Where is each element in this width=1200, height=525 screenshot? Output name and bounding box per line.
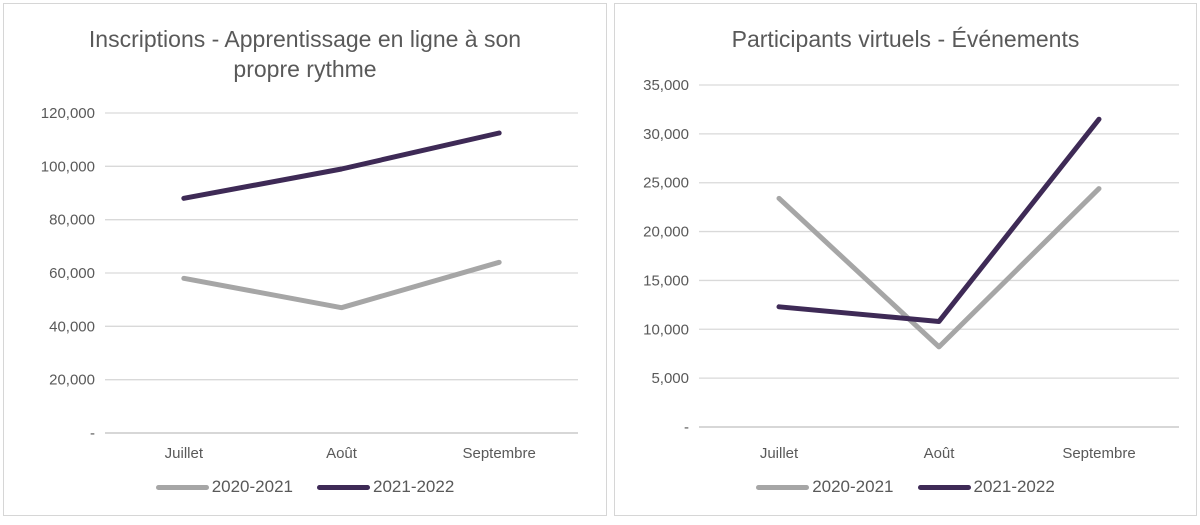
legend-label-2021-2022: 2021-2022 xyxy=(973,477,1055,496)
x-axis-label: Septembre xyxy=(462,445,535,462)
x-axis-label: Août xyxy=(924,445,956,462)
legend-item-2020-2021: 2020-2021 xyxy=(756,477,894,497)
y-tick-label: 100,000 xyxy=(41,158,95,175)
y-tick-label: 80,000 xyxy=(49,212,95,229)
x-axis-label: Juillet xyxy=(760,445,799,462)
y-tick-label: 20,000 xyxy=(49,372,95,389)
y-tick-label: 5,000 xyxy=(651,370,689,387)
virtual-participants-line-chart: 35,000 30,000 25,000 20,000 15,000 10,000 5,00… xyxy=(643,77,1179,462)
series-line-2021-2022 xyxy=(181,130,502,201)
virtual-participants-chart-title: Participants virtuels - Événements xyxy=(731,26,1080,52)
y-tick-label: - xyxy=(684,419,689,436)
legend-swatch-2020-2021 xyxy=(155,484,209,490)
y-tick-label: 25,000 xyxy=(643,175,689,192)
x-axis-label: Août xyxy=(326,445,358,462)
legend-label-2020-2021: 2020-2021 xyxy=(211,477,293,496)
virtual-participants-chart-card: Participants virtuels - Événements 35,00… xyxy=(614,3,1197,516)
legend-label-2020-2021: 2020-2021 xyxy=(812,477,894,496)
legend-item-2020-2021: 2020-2021 xyxy=(155,477,293,497)
virtual-participants-legend: 2020-2021 2021-2022 xyxy=(615,477,1196,497)
legend-item-2021-2022: 2021-2022 xyxy=(317,477,454,497)
legend-swatch-2021-2022 xyxy=(917,484,971,490)
y-tick-label: 120,000 xyxy=(41,105,95,122)
y-tick-label: - xyxy=(90,425,95,442)
legend-swatch-2021-2022 xyxy=(317,484,370,490)
enrollments-legend: 2020-2021 2021-2022 xyxy=(4,477,606,497)
y-tick-label: 40,000 xyxy=(49,318,95,335)
y-tick-label: 30,000 xyxy=(643,126,689,143)
legend-item-2021-2022: 2021-2022 xyxy=(917,477,1055,497)
x-axis-label: Juillet xyxy=(165,445,204,462)
x-axis-label: Septembre xyxy=(1062,445,1135,462)
y-tick-label: 10,000 xyxy=(643,321,689,338)
enrollments-line-chart: 120,000 100,000 80,000 60,000 40,000 20,000 - J… xyxy=(41,105,578,462)
series-line-2020-2021 xyxy=(776,186,1102,350)
enrollments-chart-title: Inscriptions - Apprentissage en ligne à … xyxy=(88,26,522,82)
legend-label-2021-2022: 2021-2022 xyxy=(373,477,455,496)
enrollments-chart-card: Inscriptions - Apprentissage en ligne à … xyxy=(3,3,607,516)
y-tick-label: 60,000 xyxy=(49,265,95,282)
y-tick-label: 35,000 xyxy=(643,77,689,94)
y-tick-label: 15,000 xyxy=(643,272,689,289)
legend-swatch-2020-2021 xyxy=(756,484,810,490)
y-tick-label: 20,000 xyxy=(643,224,689,241)
series-line-2020-2021 xyxy=(181,259,502,311)
series-line-2021-2022 xyxy=(776,116,1102,324)
